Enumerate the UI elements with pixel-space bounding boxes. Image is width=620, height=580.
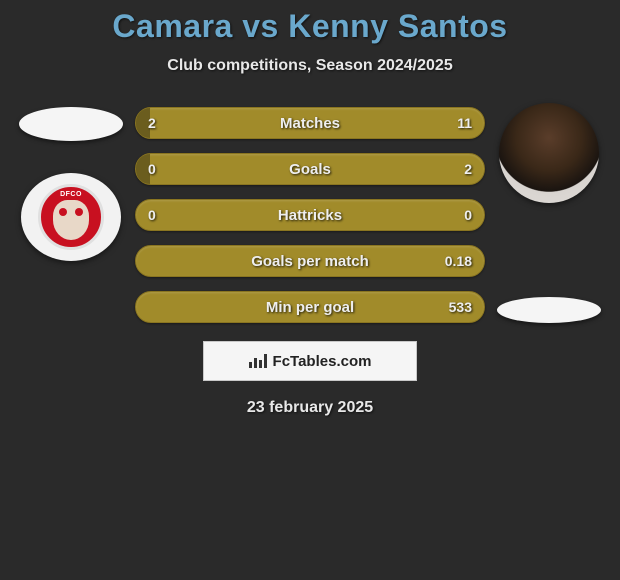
left-club-badge: DFCO [21,173,121,261]
stats-column: 2 Matches 11 0 Goals 2 0 Hattricks 0 Goals per ma… [135,103,485,323]
comparison-card: Camara vs Kenny Santos Club competitions… [0,0,620,417]
brand-box[interactable]: FcTables.com [203,341,417,381]
stat-label: Goals per match [251,253,369,270]
brand-text: FcTables.com [273,353,372,370]
stat-value-left: 0 [148,207,156,223]
stat-label: Min per goal [266,299,354,316]
stat-label: Goals [289,161,331,178]
stat-value-right: 0.18 [445,253,472,269]
stat-bar: 2 Matches 11 [135,107,485,139]
right-player-photo [499,103,599,203]
stat-label: Matches [280,115,340,132]
stat-bar: 0 Goals 2 [135,153,485,185]
main-row: DFCO 2 Matches 11 0 Goals 2 0 Hattricks 0 Goals p… [0,103,620,323]
subtitle: Club competitions, Season 2024/2025 [0,57,620,75]
stat-value-left: 2 [148,115,156,131]
right-player-shape [497,297,601,323]
date-label: 23 february 2025 [0,399,620,417]
stat-value-right: 11 [457,115,472,131]
chart-icon [249,354,267,368]
stat-value-right: 2 [464,161,472,177]
stat-label: Hattricks [278,207,342,224]
page-title: Camara vs Kenny Santos [0,8,620,45]
stat-value-right: 0 [464,207,472,223]
club-crest-icon: DFCO [38,184,104,250]
left-player-shape [19,107,123,141]
stat-bar: Min per goal 533 [135,291,485,323]
stat-bar: 0 Hattricks 0 [135,199,485,231]
right-player-column [495,103,603,323]
stat-value-left: 0 [148,161,156,177]
left-player-column: DFCO [17,103,125,261]
stat-bar: Goals per match 0.18 [135,245,485,277]
stat-value-right: 533 [449,299,472,315]
club-code: DFCO [60,191,82,198]
owl-icon [53,200,89,240]
